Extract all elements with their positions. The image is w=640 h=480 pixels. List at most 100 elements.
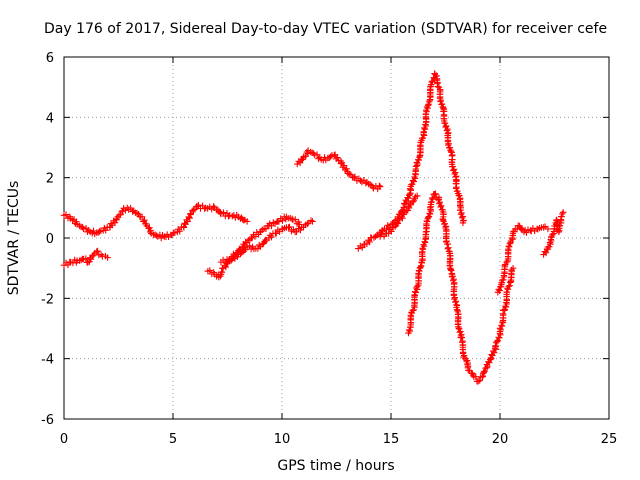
data-series-7: [376, 192, 421, 240]
data-marker-fill: [506, 282, 513, 289]
data-marker-fill: [296, 159, 304, 167]
data-point: [544, 243, 552, 251]
data-point: [291, 228, 299, 236]
data-marker-fill: [484, 363, 491, 370]
data-point: [409, 198, 416, 205]
data-point: [553, 216, 560, 224]
data-marker-fill: [184, 218, 191, 225]
y-tick-label: 6: [46, 51, 54, 66]
data-point: [257, 228, 264, 236]
data-point: [143, 222, 151, 230]
data-marker-fill: [458, 209, 465, 217]
data-point: [130, 207, 137, 215]
data-marker-fill: [343, 165, 350, 173]
data-point: [403, 207, 410, 215]
data-marker-fill: [558, 213, 565, 220]
data-marker-fill: [452, 298, 460, 305]
data-series-4: [217, 217, 316, 266]
data-point: [60, 212, 68, 219]
data-point: [274, 218, 281, 225]
data-marker-fill: [362, 180, 370, 187]
data-series-1: [60, 201, 251, 242]
data-point: [93, 248, 100, 255]
data-point: [73, 221, 81, 228]
data-point: [337, 157, 345, 165]
data-marker-fill: [251, 233, 259, 240]
data-point: [407, 186, 414, 193]
data-point: [217, 210, 225, 218]
data-marker-fill: [141, 216, 148, 224]
data-marker-fill: [157, 234, 165, 242]
data-point: [137, 213, 144, 221]
data-marker-fill: [460, 352, 468, 359]
data-point: [97, 251, 105, 258]
data-marker-fill: [288, 215, 296, 223]
data-marker-fill: [94, 247, 101, 255]
data-marker-fill: [359, 244, 366, 251]
data-series-6: [355, 70, 467, 252]
data-point: [505, 283, 512, 290]
data-marker-fill: [153, 232, 160, 239]
data-marker-fill: [279, 217, 286, 224]
data-marker-fill: [481, 368, 488, 375]
data-point: [494, 289, 502, 296]
data-point: [492, 343, 499, 350]
data-point: [283, 213, 290, 221]
data-point: [516, 222, 523, 230]
x-tick-label: 10: [274, 432, 291, 447]
data-point: [248, 234, 255, 242]
data-point: [363, 178, 371, 186]
data-point: [381, 225, 388, 233]
data-marker-fill: [111, 219, 119, 226]
data-point: [119, 207, 127, 215]
data-marker-fill: [451, 294, 458, 301]
data-marks: [60, 70, 567, 385]
data-point: [496, 328, 504, 335]
data-point: [86, 228, 94, 236]
data-marker-fill: [186, 214, 193, 222]
data-point: [187, 210, 194, 218]
data-marker-fill: [416, 267, 423, 275]
data-marker-fill: [443, 237, 450, 245]
data-marker-fill: [225, 257, 233, 264]
data-marker-fill: [476, 377, 483, 384]
data-point: [344, 168, 351, 175]
x-tick-label: 0: [60, 432, 68, 447]
data-point: [527, 227, 534, 234]
data-point: [361, 240, 369, 248]
data-marker-fill: [222, 263, 230, 271]
data-point: [294, 160, 301, 168]
data-point: [507, 237, 515, 245]
data-point: [235, 213, 242, 221]
data-point: [289, 216, 297, 224]
data-marker-fill: [417, 263, 424, 271]
data-point: [409, 307, 416, 314]
y-tick-label: 4: [46, 111, 54, 126]
data-marker-fill: [394, 220, 402, 227]
data-marker-fill: [79, 224, 86, 231]
data-point: [311, 151, 318, 159]
x-axis-label: GPS time / hours: [277, 458, 394, 474]
data-point: [217, 258, 225, 266]
data-marker-fill: [415, 156, 422, 164]
data-point: [357, 177, 364, 184]
data-point: [440, 213, 447, 221]
data-marker-fill: [73, 218, 80, 225]
data-point: [318, 156, 325, 163]
data-point: [89, 252, 96, 260]
data-point: [193, 203, 201, 210]
data-point: [555, 228, 563, 236]
data-point: [113, 216, 120, 224]
data-point: [435, 83, 443, 91]
data-marker-fill: [376, 182, 383, 190]
data-marker-fill: [480, 368, 488, 376]
data-series-5: [294, 147, 384, 193]
data-point: [148, 230, 155, 237]
data-point: [405, 329, 412, 337]
data-point: [73, 257, 81, 264]
data-point: [540, 251, 547, 258]
y-tick-label: 2: [46, 172, 54, 187]
data-marker-fill: [340, 162, 348, 169]
data-marker-fill: [443, 122, 450, 130]
y-axis-label: SDTVAR / TECUs: [6, 181, 22, 296]
